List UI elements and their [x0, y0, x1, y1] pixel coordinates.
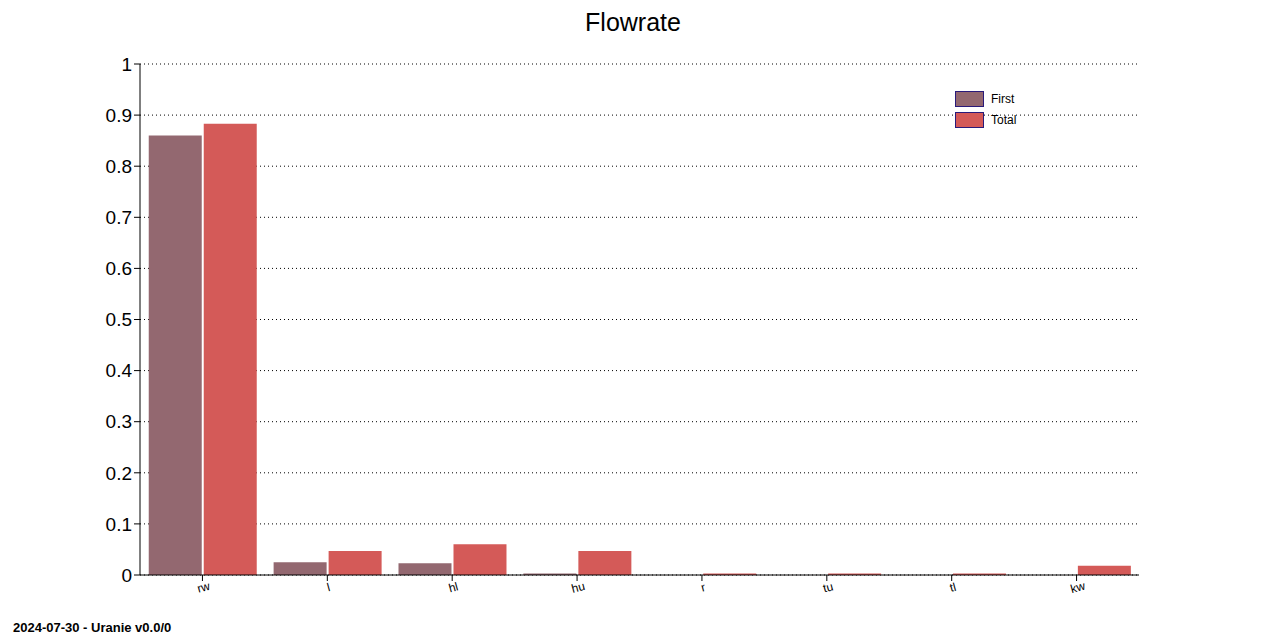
svg-text:0: 0 — [121, 565, 132, 586]
svg-text:r: r — [699, 580, 706, 595]
html-text:First: First — [991, 91, 1015, 106]
svg-text:tl: tl — [948, 580, 957, 595]
svg-text:hl: hl — [447, 579, 460, 595]
svg-text:l: l — [325, 580, 331, 594]
svg-text:0.7: 0.7 — [106, 207, 132, 228]
html-text:Total: Total — [991, 112, 1017, 127]
svg-text:rw: rw — [196, 579, 212, 596]
svg-text:0.1: 0.1 — [106, 514, 132, 535]
svg-text:0.8: 0.8 — [106, 156, 132, 177]
svg-text:hu: hu — [570, 579, 587, 596]
svg-text:tu: tu — [821, 579, 834, 595]
svg-text:0.5: 0.5 — [106, 309, 132, 330]
svg-text:0.2: 0.2 — [106, 463, 132, 484]
html-text:Flowrate: Flowrate — [585, 8, 681, 36]
svg-text:0.3: 0.3 — [106, 411, 132, 432]
svg-text:0.6: 0.6 — [106, 258, 132, 279]
svg-text:0.4: 0.4 — [106, 360, 133, 381]
svg-text:1: 1 — [121, 54, 132, 75]
svg-text:kw: kw — [1069, 579, 1087, 596]
svg-text:0.9: 0.9 — [106, 105, 132, 126]
html-text:2024-07-30 - Uranie v0.0/0: 2024-07-30 - Uranie v0.0/0 — [13, 620, 172, 635]
